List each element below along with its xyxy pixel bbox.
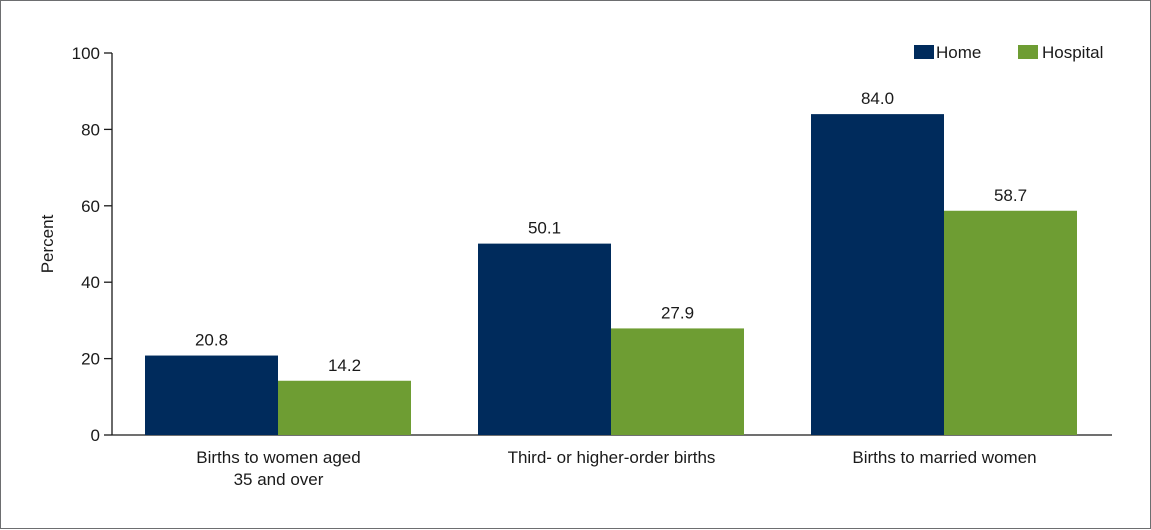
data-label: 58.7	[994, 186, 1027, 205]
legend-swatch-home	[914, 45, 934, 59]
y-tick-label: 20	[81, 350, 100, 369]
y-tick-label: 100	[72, 44, 100, 63]
bar-hospital-2	[944, 210, 1077, 435]
y-axis-label: Percent	[38, 214, 57, 273]
y-tick-label: 40	[81, 273, 100, 292]
y-tick-label: 60	[81, 197, 100, 216]
x-tick-label: 35 and over	[234, 470, 324, 489]
bar-hospital-1	[611, 328, 744, 435]
data-label: 14.2	[328, 356, 361, 375]
y-tick-label: 80	[81, 120, 100, 139]
legend-label-hospital: Hospital	[1042, 43, 1103, 62]
bar-home-0	[145, 355, 278, 435]
legend-swatch-hospital	[1018, 45, 1038, 59]
x-tick-label: Third- or higher-order births	[508, 448, 716, 467]
data-label: 84.0	[861, 89, 894, 108]
legend-label-home: Home	[936, 43, 981, 62]
bar-hospital-0	[278, 380, 411, 435]
x-tick-label: Births to women aged	[196, 448, 360, 467]
y-tick-label: 0	[91, 426, 100, 445]
data-label: 50.1	[528, 219, 561, 238]
x-tick-label: Births to married women	[852, 448, 1036, 467]
data-label: 20.8	[195, 331, 228, 350]
bar-home-1	[478, 243, 611, 435]
data-label: 27.9	[661, 303, 694, 322]
bar-home-2	[811, 114, 944, 436]
